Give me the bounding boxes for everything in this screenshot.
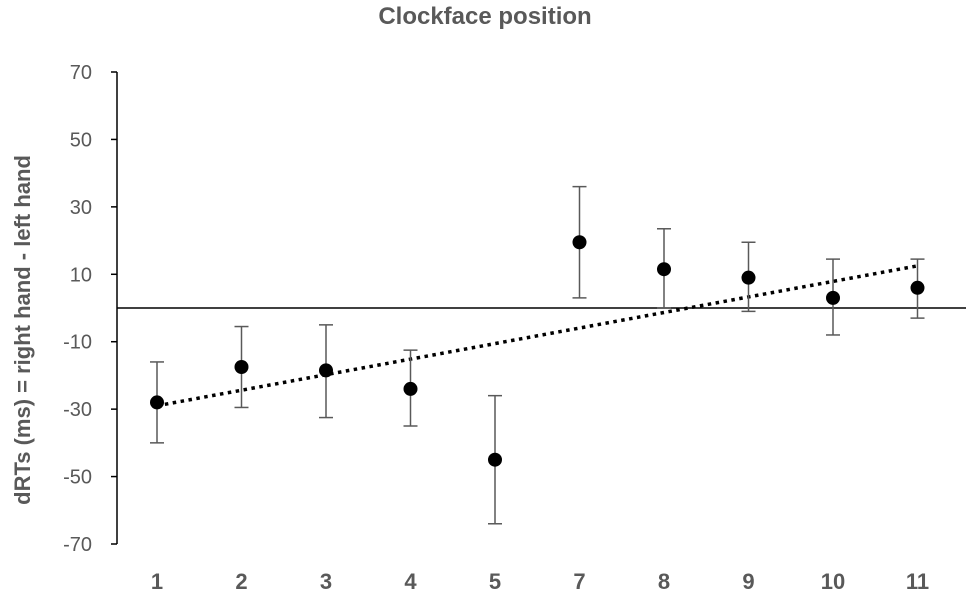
x-tick-label: 5 (489, 569, 501, 594)
y-tick-label: -10 (63, 332, 92, 354)
axes (111, 71, 966, 545)
data-point (572, 235, 587, 250)
x-tick-label: 9 (742, 569, 754, 594)
data-point (319, 363, 333, 378)
y-tick-label: 70 (70, 62, 92, 84)
y-axis-label: dRTs (ms) = right hand - left hand (10, 155, 35, 505)
x-tick-label: 2 (235, 569, 247, 594)
chart-title: Clockface position (378, 3, 591, 30)
y-tick-label: -30 (63, 399, 92, 421)
data-point (910, 280, 925, 295)
data-point (403, 381, 418, 396)
x-tick-label: 4 (404, 569, 417, 594)
y-tick-label: -50 (63, 467, 92, 489)
x-tick-labels: 1 2 3 4 5 7 8 9 10 11 (151, 569, 929, 594)
x-tick-label: 1 (151, 569, 163, 594)
data-point (488, 452, 502, 467)
y-tick-label: 50 (70, 129, 92, 151)
y-tick-label: -70 (63, 534, 92, 556)
data-point (741, 270, 756, 285)
x-tick-label: 8 (658, 569, 670, 594)
data-points (150, 235, 925, 467)
data-point (234, 360, 249, 374)
y-tick-label: 30 (70, 197, 92, 219)
trendline (156, 264, 918, 408)
data-point (150, 395, 164, 410)
data-point (826, 290, 840, 305)
x-tick-label: 10 (821, 569, 845, 594)
x-tick-label: 3 (320, 569, 332, 594)
y-tick-label: 10 (70, 264, 92, 286)
x-tick-label: 7 (573, 569, 585, 594)
error-bars (150, 185, 925, 525)
trendline-group (156, 264, 918, 408)
x-tick-label: 11 (906, 569, 929, 594)
y-tick-labels: 70 50 30 10 -10 -30 -50 -70 (63, 62, 92, 556)
data-point (657, 262, 671, 277)
